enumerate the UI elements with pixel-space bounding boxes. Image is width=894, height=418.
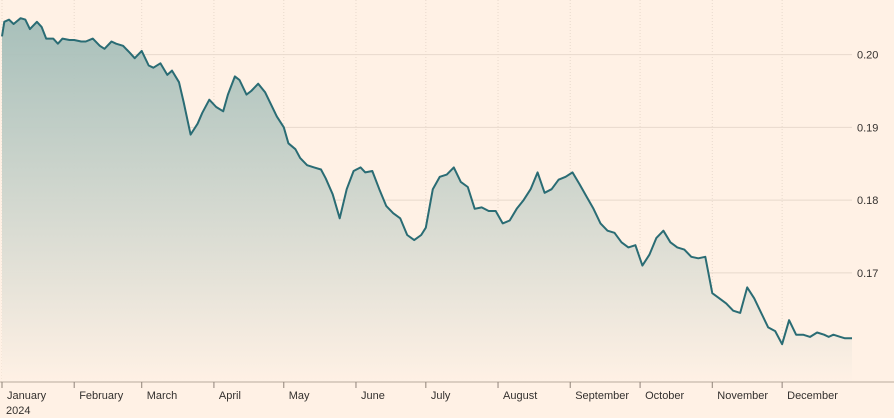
y-tick-label: 0.17: [857, 268, 878, 280]
x-tick-label: December: [787, 390, 838, 402]
y-tick-label: 0.18: [857, 195, 878, 207]
year-label: 2024: [6, 405, 30, 417]
x-axis: January February March April May June July Augu…: [0, 381, 894, 402]
x-tick-label: October: [645, 390, 684, 402]
x-tick-label: February: [79, 390, 124, 402]
y-axis: 0.17 0.18 0.19 0.20: [857, 50, 878, 280]
x-tick-label: August: [503, 390, 537, 402]
x-tick-label: March: [147, 390, 178, 402]
y-tick-label: 0.20: [857, 50, 878, 62]
series-area: [2, 18, 852, 382]
x-tick-label: July: [431, 390, 451, 402]
series-line: [1, 17, 852, 346]
x-tick-label: April: [219, 390, 241, 402]
x-tick-label: November: [717, 390, 768, 402]
x-tick-label: June: [361, 390, 385, 402]
x-tick-label: May: [289, 390, 310, 402]
y-tick-label: 0.19: [857, 122, 878, 134]
x-tick-label: January: [7, 390, 47, 402]
x-tick-label: September: [575, 390, 629, 402]
